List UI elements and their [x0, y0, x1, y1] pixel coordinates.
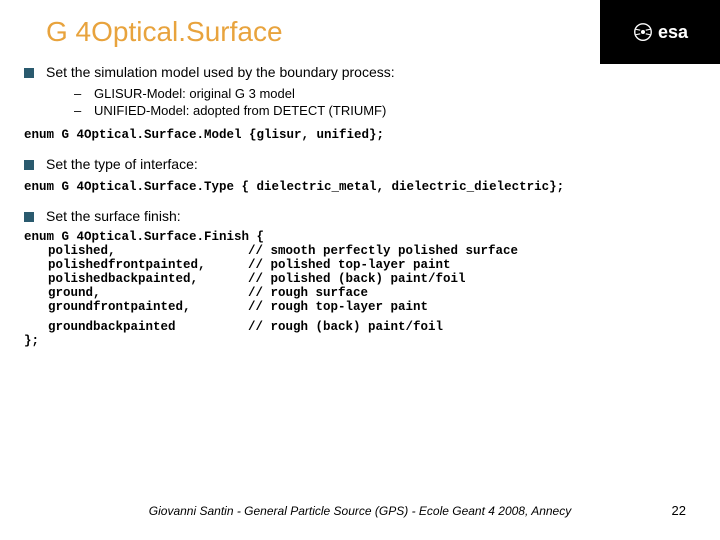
dash-icon: – — [74, 86, 84, 101]
bullet-text: Set the simulation model used by the bou… — [46, 64, 395, 80]
enum-item-name: ground, — [48, 286, 248, 300]
footer-text: Giovanni Santin - General Particle Sourc… — [0, 504, 720, 518]
enum-row: ground,// rough surface — [24, 286, 700, 300]
enum-item-comment: // smooth perfectly polished surface — [248, 244, 518, 258]
enum-close: }; — [24, 334, 700, 348]
enum-row: polished,// smooth perfectly polished su… — [24, 244, 700, 258]
sub-row: – GLISUR-Model: original G 3 model — [74, 86, 700, 101]
sub-text: GLISUR-Model: original G 3 model — [94, 86, 295, 101]
enum-item-name: polished, — [48, 244, 248, 258]
bullet-square-icon — [24, 160, 34, 170]
header-black-bar: esa — [600, 0, 720, 64]
esa-logo-text: esa — [658, 22, 688, 43]
code-enum-type: enum G 4Optical.Surface.Type { dielectri… — [24, 180, 700, 194]
enum-item-name: groundbackpainted — [48, 320, 248, 334]
bullet-text: Set the surface finish: — [46, 208, 181, 224]
bullet-row: Set the type of interface: — [24, 156, 700, 172]
sub-list: – GLISUR-Model: original G 3 model – UNI… — [74, 86, 700, 118]
sub-row: – UNIFIED-Model: adopted from DETECT (TR… — [74, 103, 700, 118]
bullet-text: Set the type of interface: — [46, 156, 198, 172]
enum-open: enum G 4Optical.Surface.Finish { — [24, 230, 700, 244]
bullet-square-icon — [24, 212, 34, 222]
enum-item-comment: // polished top-layer paint — [248, 258, 451, 272]
esa-emblem-icon — [632, 21, 654, 43]
sub-text: UNIFIED-Model: adopted from DETECT (TRIU… — [94, 103, 386, 118]
enum-item-comment: // rough (back) paint/foil — [248, 320, 443, 334]
enum-row: groundfrontpainted,// rough top-layer pa… — [24, 300, 700, 314]
enum-item-name: polishedfrontpainted, — [48, 258, 248, 272]
dash-icon: – — [74, 103, 84, 118]
code-enum-model: enum G 4Optical.Surface.Model {glisur, u… — [24, 128, 700, 142]
enum-row: groundbackpainted// rough (back) paint/f… — [24, 320, 700, 334]
enum-item-name: groundfrontpainted, — [48, 300, 248, 314]
esa-logo: esa — [632, 21, 688, 43]
enum-row: polishedbackpainted,// polished (back) p… — [24, 272, 700, 286]
enum-item-comment: // rough top-layer paint — [248, 300, 428, 314]
code-enum-finish: enum G 4Optical.Surface.Finish { polishe… — [24, 230, 700, 348]
page-number: 22 — [672, 503, 686, 518]
content-area: Set the simulation model used by the bou… — [0, 48, 720, 348]
bullet-square-icon — [24, 68, 34, 78]
enum-item-comment: // rough surface — [248, 286, 368, 300]
bullet-row: Set the surface finish: — [24, 208, 700, 224]
enum-item-name: polishedbackpainted, — [48, 272, 248, 286]
enum-item-comment: // polished (back) paint/foil — [248, 272, 466, 286]
bullet-row: Set the simulation model used by the bou… — [24, 64, 700, 80]
enum-row: polishedfrontpainted,// polished top-lay… — [24, 258, 700, 272]
